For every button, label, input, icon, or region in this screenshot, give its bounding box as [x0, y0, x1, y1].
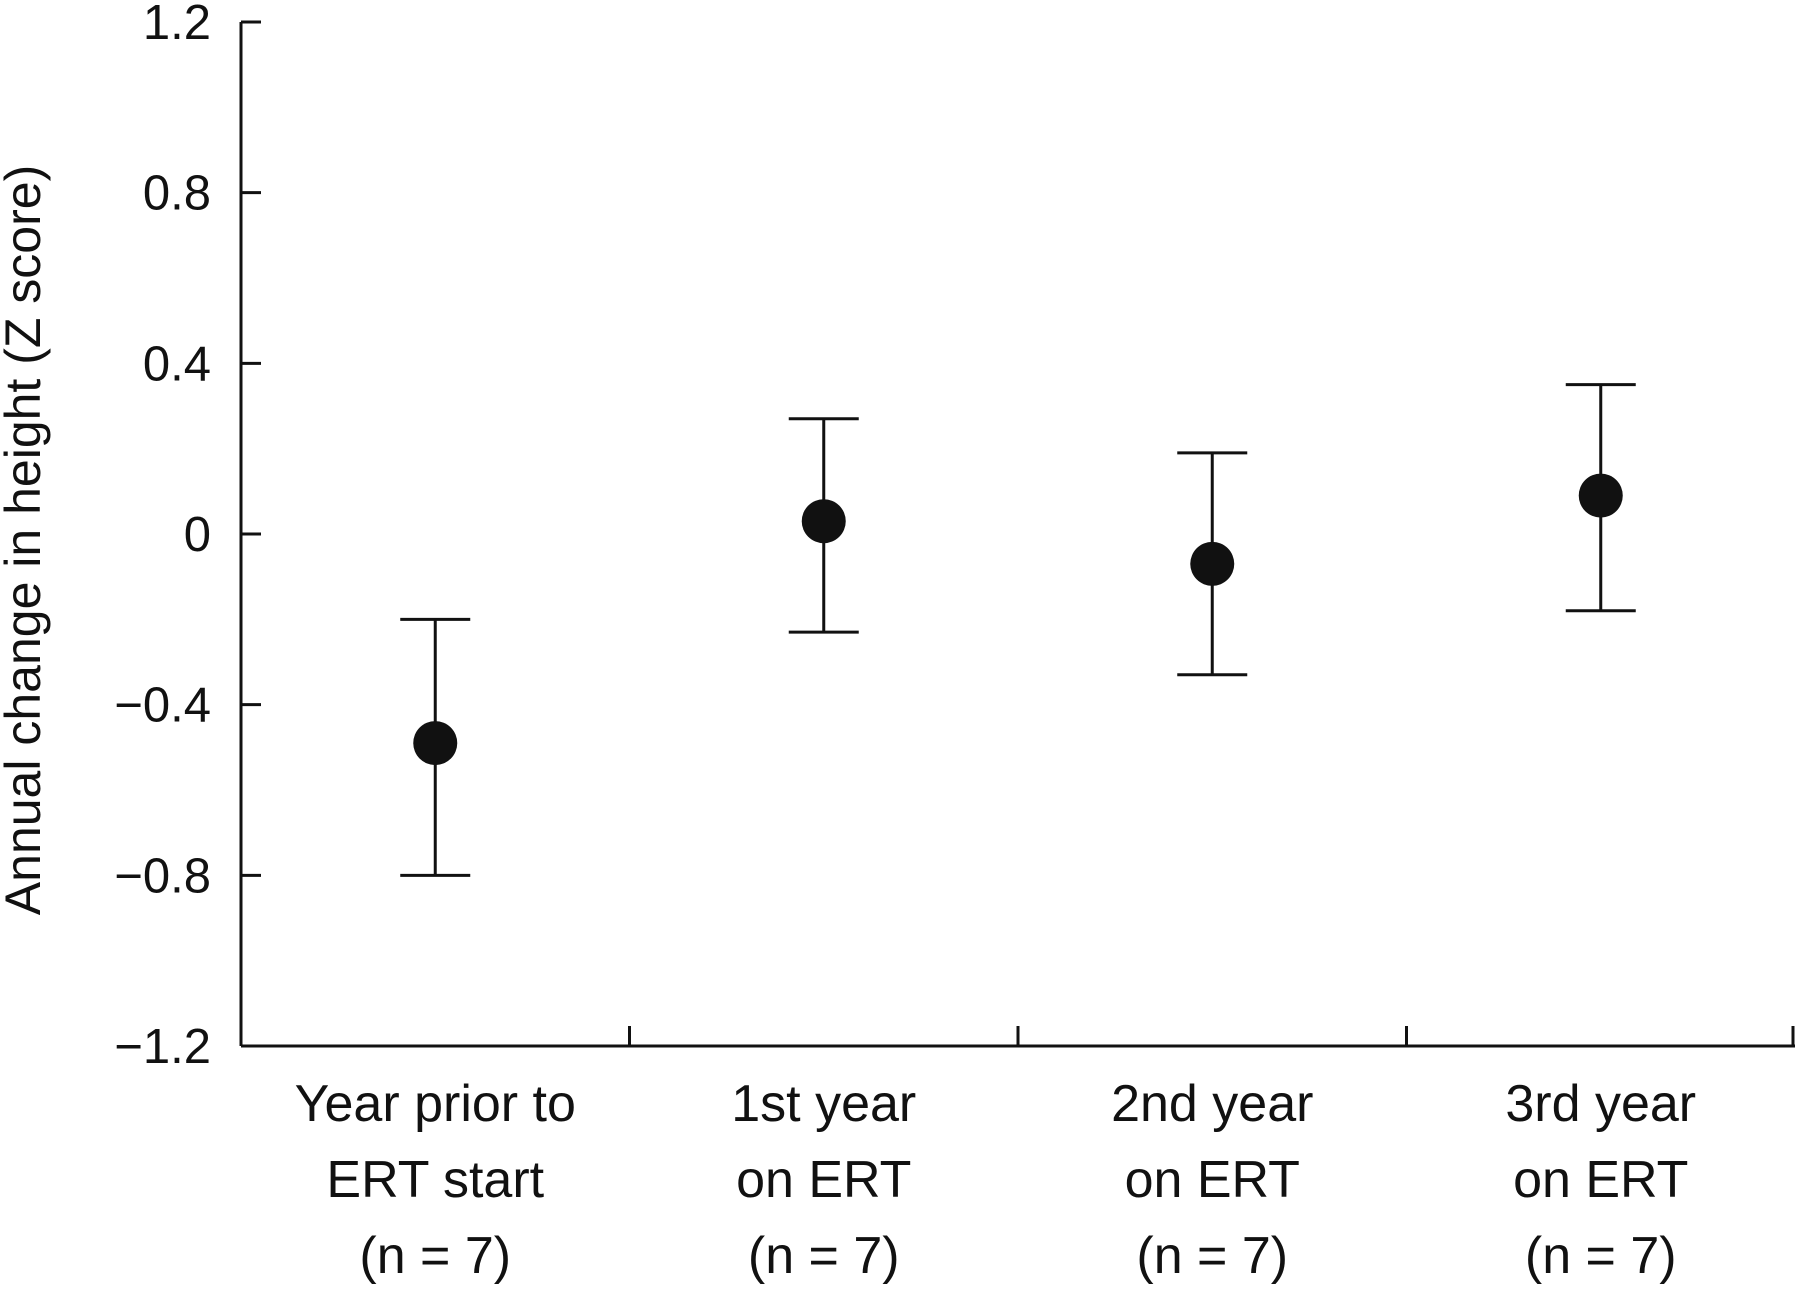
- y-tick-label: 0: [184, 508, 211, 562]
- x-tick-label: 1st year: [731, 1075, 916, 1133]
- x-tick-label: (n = 7): [359, 1227, 511, 1285]
- y-tick-label: −0.4: [114, 679, 211, 733]
- data-point: [413, 721, 458, 766]
- y-tick-label: 0.8: [143, 167, 211, 221]
- x-tick-label: on ERT: [1125, 1151, 1300, 1209]
- x-tick-label: on ERT: [736, 1151, 911, 1209]
- x-tick-label: (n = 7): [748, 1227, 900, 1285]
- data-points: [413, 473, 1623, 766]
- y-tick-label: −0.8: [114, 849, 211, 903]
- error-bars: [400, 383, 1636, 877]
- x-tick-label: (n = 7): [1136, 1227, 1288, 1285]
- x-tick-label: 2nd year: [1111, 1075, 1313, 1133]
- y-tick-label: 0.4: [143, 337, 211, 391]
- x-tick-label: (n = 7): [1525, 1227, 1677, 1285]
- x-tick-label: on ERT: [1513, 1151, 1688, 1209]
- y-tick-label: 1.2: [143, 0, 211, 50]
- data-point: [1578, 473, 1623, 518]
- data-point: [1190, 541, 1235, 586]
- y-axis-label: Annual change in height (Z score): [0, 165, 51, 915]
- y-axis-ticks: 1.2 0.8 0.4 0 −0.4 −0.8 −1.2: [114, 0, 261, 1074]
- x-tick-label: 3rd year: [1505, 1075, 1696, 1133]
- data-point: [801, 499, 846, 544]
- x-axis-categories: Year prior to ERT start (n = 7) 1st year on …: [295, 1075, 1697, 1285]
- y-tick-label: −1.2: [114, 1020, 211, 1074]
- x-tick-label: ERT start: [326, 1151, 544, 1209]
- x-tick-label: Year prior to: [295, 1075, 576, 1133]
- axes: [239, 22, 1795, 1048]
